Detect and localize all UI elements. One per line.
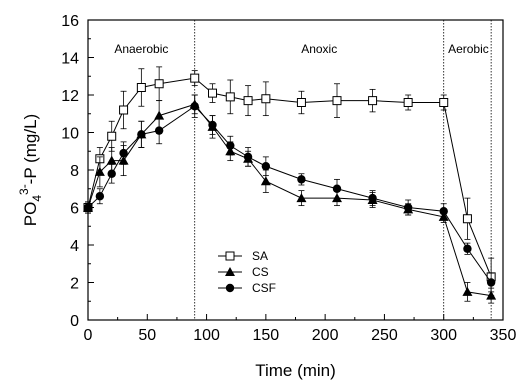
data-point-marker xyxy=(261,94,271,104)
data-point-marker xyxy=(463,244,472,253)
series-sa xyxy=(83,66,496,297)
data-point-marker xyxy=(439,98,449,107)
data-point-marker xyxy=(137,130,146,139)
data-point-marker xyxy=(106,155,117,165)
x-tick-label: 350 xyxy=(490,327,517,344)
data-point-marker xyxy=(296,193,307,203)
data-point-marker xyxy=(243,96,253,106)
plot-frame xyxy=(87,19,504,321)
data-point-marker xyxy=(403,98,413,107)
y-tick-label: 16 xyxy=(61,13,79,30)
data-point-marker xyxy=(261,162,271,171)
y-tick-label: 2 xyxy=(70,276,79,293)
data-point-marker xyxy=(208,88,217,98)
x-tick-label: 200 xyxy=(312,327,339,344)
data-point-marker xyxy=(225,283,235,293)
data-point-marker xyxy=(462,286,473,296)
x-tick-label: 0 xyxy=(84,327,93,344)
axis-layer: 0 50 100 150 200 250 300 350 0 2 4 6 8 10 12 14 16 Time (… xyxy=(17,13,516,380)
data-point-marker xyxy=(95,192,105,201)
data-point-marker xyxy=(225,251,235,261)
data-point-marker xyxy=(260,176,271,186)
data-point-marker xyxy=(225,92,235,102)
data-point-marker xyxy=(439,207,448,216)
series-cs xyxy=(83,94,497,304)
y-tick-label: 12 xyxy=(61,88,79,105)
legend-label-sa: SA xyxy=(252,249,268,263)
x-tick-label: 250 xyxy=(371,327,398,344)
phase-label: Anoxic xyxy=(301,42,337,56)
series-line xyxy=(87,105,492,283)
data-point-marker xyxy=(297,175,306,184)
data-point-marker xyxy=(208,120,217,130)
legend-label-csf: CSF xyxy=(252,281,276,295)
data-point-marker xyxy=(332,184,342,193)
legend-label-cs: CS xyxy=(252,265,269,279)
data-point-marker xyxy=(190,73,200,83)
phase-label: Anaerobic xyxy=(114,42,168,56)
series-layer xyxy=(83,66,497,304)
series-line xyxy=(87,77,492,278)
data-point-marker xyxy=(243,152,253,162)
data-point-marker xyxy=(119,105,129,115)
data-point-marker xyxy=(225,267,235,276)
y-tick-label: 10 xyxy=(61,126,79,143)
data-point-marker xyxy=(368,96,378,106)
data-point-marker xyxy=(368,193,377,203)
y-tick-label: 6 xyxy=(70,201,79,218)
data-point-marker xyxy=(136,83,146,92)
data-point-marker xyxy=(190,102,199,111)
data-point-marker xyxy=(403,203,413,212)
phase-label: Aerobic xyxy=(448,42,489,56)
x-tick-label: 300 xyxy=(430,327,457,344)
data-point-marker xyxy=(94,166,105,176)
y-tick-label: 0 xyxy=(70,313,79,330)
x-tick-label: 100 xyxy=(193,327,220,344)
legend: SA CS CSF xyxy=(218,249,276,295)
data-point-marker xyxy=(119,148,128,158)
data-point-marker xyxy=(296,98,306,107)
y-tick-label: 4 xyxy=(70,238,79,255)
data-point-marker xyxy=(332,96,342,106)
data-point-marker xyxy=(462,214,472,224)
x-tick-label: 150 xyxy=(253,327,280,344)
data-point-marker xyxy=(154,126,164,135)
x-axis-title: Time (min) xyxy=(255,361,336,380)
y-axis-title: PO43--P (mg/L) xyxy=(17,114,44,226)
x-tick-label: 50 xyxy=(138,327,156,344)
data-point-marker xyxy=(107,169,116,178)
y-tick-label: 8 xyxy=(70,163,79,180)
data-point-marker xyxy=(486,278,496,287)
data-point-marker xyxy=(226,141,235,150)
series-csf xyxy=(83,94,496,293)
data-point-marker xyxy=(107,131,117,141)
y-tick-label: 14 xyxy=(61,51,79,68)
phase-layer: Anaerobic Anoxic Aerobic xyxy=(114,20,492,320)
data-point-marker xyxy=(486,290,497,300)
data-point-marker xyxy=(154,79,164,89)
